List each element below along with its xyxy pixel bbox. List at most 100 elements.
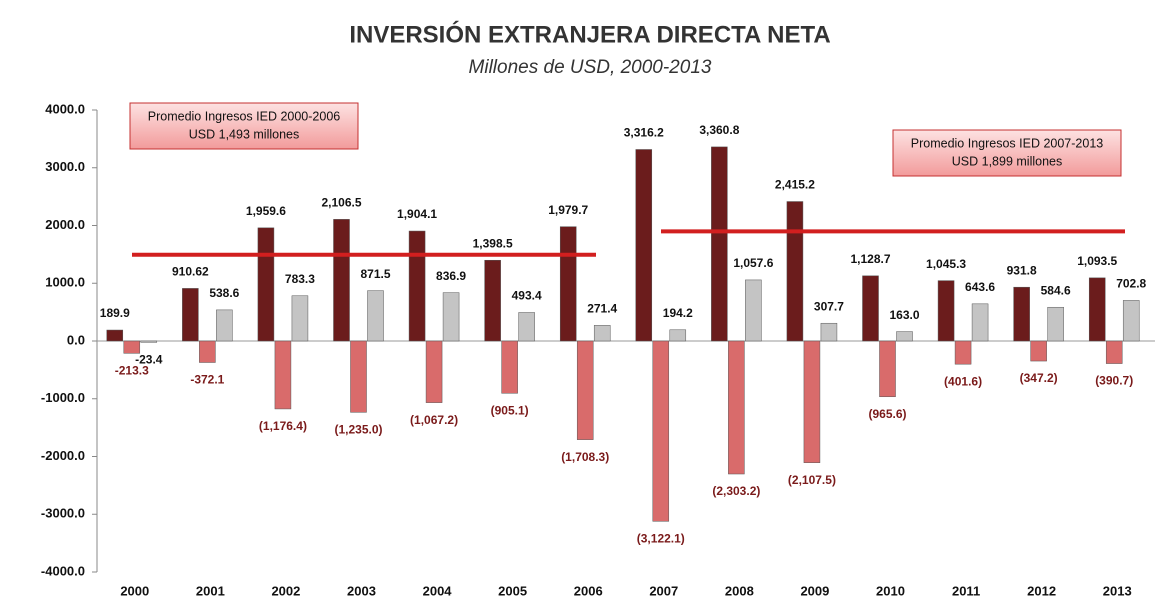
bar: [653, 341, 669, 521]
bar: [368, 291, 384, 341]
value-label: 1,045.3: [926, 257, 966, 271]
bar: [141, 341, 157, 342]
value-label: 2,415.2: [775, 178, 815, 192]
bar: [1123, 300, 1139, 341]
value-label: 783.3: [285, 272, 315, 286]
x-tick-label: 2011: [952, 583, 980, 598]
value-label: 584.6: [1041, 283, 1071, 297]
bar: [1089, 278, 1105, 341]
x-tick-label: 2013: [1103, 583, 1132, 598]
chart: INVERSIÓN EXTRANJERA DIRECTA NETA Millon…: [0, 0, 1160, 605]
value-label: 910.62: [172, 265, 209, 279]
bar: [443, 293, 459, 341]
value-label: 643.6: [965, 280, 995, 294]
x-tick-label: 2008: [725, 583, 754, 598]
value-label: 3,360.8: [699, 123, 739, 137]
x-tick-label: 2004: [423, 583, 453, 598]
value-label: 931.8: [1007, 263, 1037, 277]
value-label: 307.7: [814, 299, 844, 313]
x-tick-label: 2012: [1027, 583, 1056, 598]
value-label: -372.1: [190, 373, 224, 387]
value-label: 1,128.7: [850, 252, 890, 266]
annotation-text: USD 1,493 millones: [189, 127, 299, 141]
bar: [594, 325, 610, 341]
value-label: 271.4: [587, 301, 617, 315]
value-label: (1,235.0): [334, 422, 382, 436]
x-tick-label: 2006: [574, 583, 603, 598]
value-label: 3,316.2: [624, 126, 664, 140]
chart-subtitle: Millones de USD, 2000-2013: [469, 57, 712, 78]
y-tick-label: 2000.0: [45, 217, 85, 232]
value-label: (390.7): [1095, 374, 1133, 388]
bar: [292, 296, 308, 341]
bar: [351, 341, 367, 412]
value-label: 871.5: [360, 267, 390, 281]
bar: [199, 341, 215, 362]
bar: [216, 310, 232, 341]
y-tick-label: -1000.0: [41, 390, 85, 405]
bar: [124, 341, 140, 353]
bar: [728, 341, 744, 474]
bar: [426, 341, 442, 403]
value-label: (3,122.1): [637, 531, 685, 545]
bar: [502, 341, 518, 393]
bar: [863, 276, 879, 341]
value-label: (347.2): [1020, 371, 1058, 385]
value-label: (2,303.2): [712, 484, 760, 498]
chart-title: INVERSIÓN EXTRANJERA DIRECTA NETA: [349, 20, 830, 48]
bar: [821, 323, 837, 341]
y-tick-label: 3000.0: [45, 159, 85, 174]
bar: [745, 280, 761, 341]
bar: [897, 332, 913, 341]
y-tick-label: 1000.0: [45, 275, 85, 290]
y-tick-label: -3000.0: [41, 506, 85, 521]
y-tick-label: -2000.0: [41, 448, 85, 463]
bar: [972, 304, 988, 341]
y-tick-label: 4000.0: [45, 101, 85, 116]
value-label: 189.9: [100, 306, 130, 320]
value-label: 194.2: [663, 306, 693, 320]
annotation-text: Promedio Ingresos IED 2007-2013: [911, 136, 1104, 150]
value-label: (965.6): [868, 407, 906, 421]
y-tick-label: -4000.0: [41, 563, 85, 578]
y-tick-label: 0.0: [67, 332, 85, 347]
bar: [1106, 341, 1122, 364]
x-tick-label: 2009: [800, 583, 829, 598]
value-label: (1,176.4): [259, 419, 307, 433]
bar: [258, 228, 274, 341]
bar: [787, 202, 803, 341]
value-label: 702.8: [1116, 277, 1146, 291]
bar: [955, 341, 971, 364]
bar: [334, 219, 350, 341]
value-label: 2,106.5: [321, 196, 361, 210]
bar: [1048, 307, 1064, 341]
bar: [182, 288, 198, 341]
value-label: 163.0: [889, 308, 919, 322]
value-label: (2,107.5): [788, 473, 836, 487]
bar: [485, 260, 501, 341]
bar: [711, 147, 727, 341]
x-tick-label: 2005: [498, 583, 527, 598]
bar: [804, 341, 820, 463]
bar: [409, 231, 425, 341]
annotation-text: USD 1,899 millones: [952, 154, 1062, 168]
value-label: 1,904.1: [397, 207, 437, 221]
bar: [577, 341, 593, 440]
value-label: 1,057.6: [733, 256, 773, 270]
bar: [1014, 287, 1030, 341]
bar: [519, 313, 535, 341]
x-tick-label: 2003: [347, 583, 376, 598]
bar: [1031, 341, 1047, 361]
x-tick-label: 2010: [876, 583, 905, 598]
value-label: 1,959.6: [246, 204, 286, 218]
x-tick-label: 2007: [649, 583, 678, 598]
bar: [275, 341, 291, 409]
value-label: 1,093.5: [1077, 254, 1117, 268]
page: INVERSIÓN EXTRANJERA DIRECTA NETA Millon…: [0, 0, 1160, 605]
value-label: (905.1): [491, 403, 529, 417]
bar: [107, 330, 123, 341]
value-label: 836.9: [436, 269, 466, 283]
annotation-text: Promedio Ingresos IED 2000-2006: [148, 109, 341, 123]
value-label: (1,708.3): [561, 450, 609, 464]
bar: [938, 281, 954, 341]
